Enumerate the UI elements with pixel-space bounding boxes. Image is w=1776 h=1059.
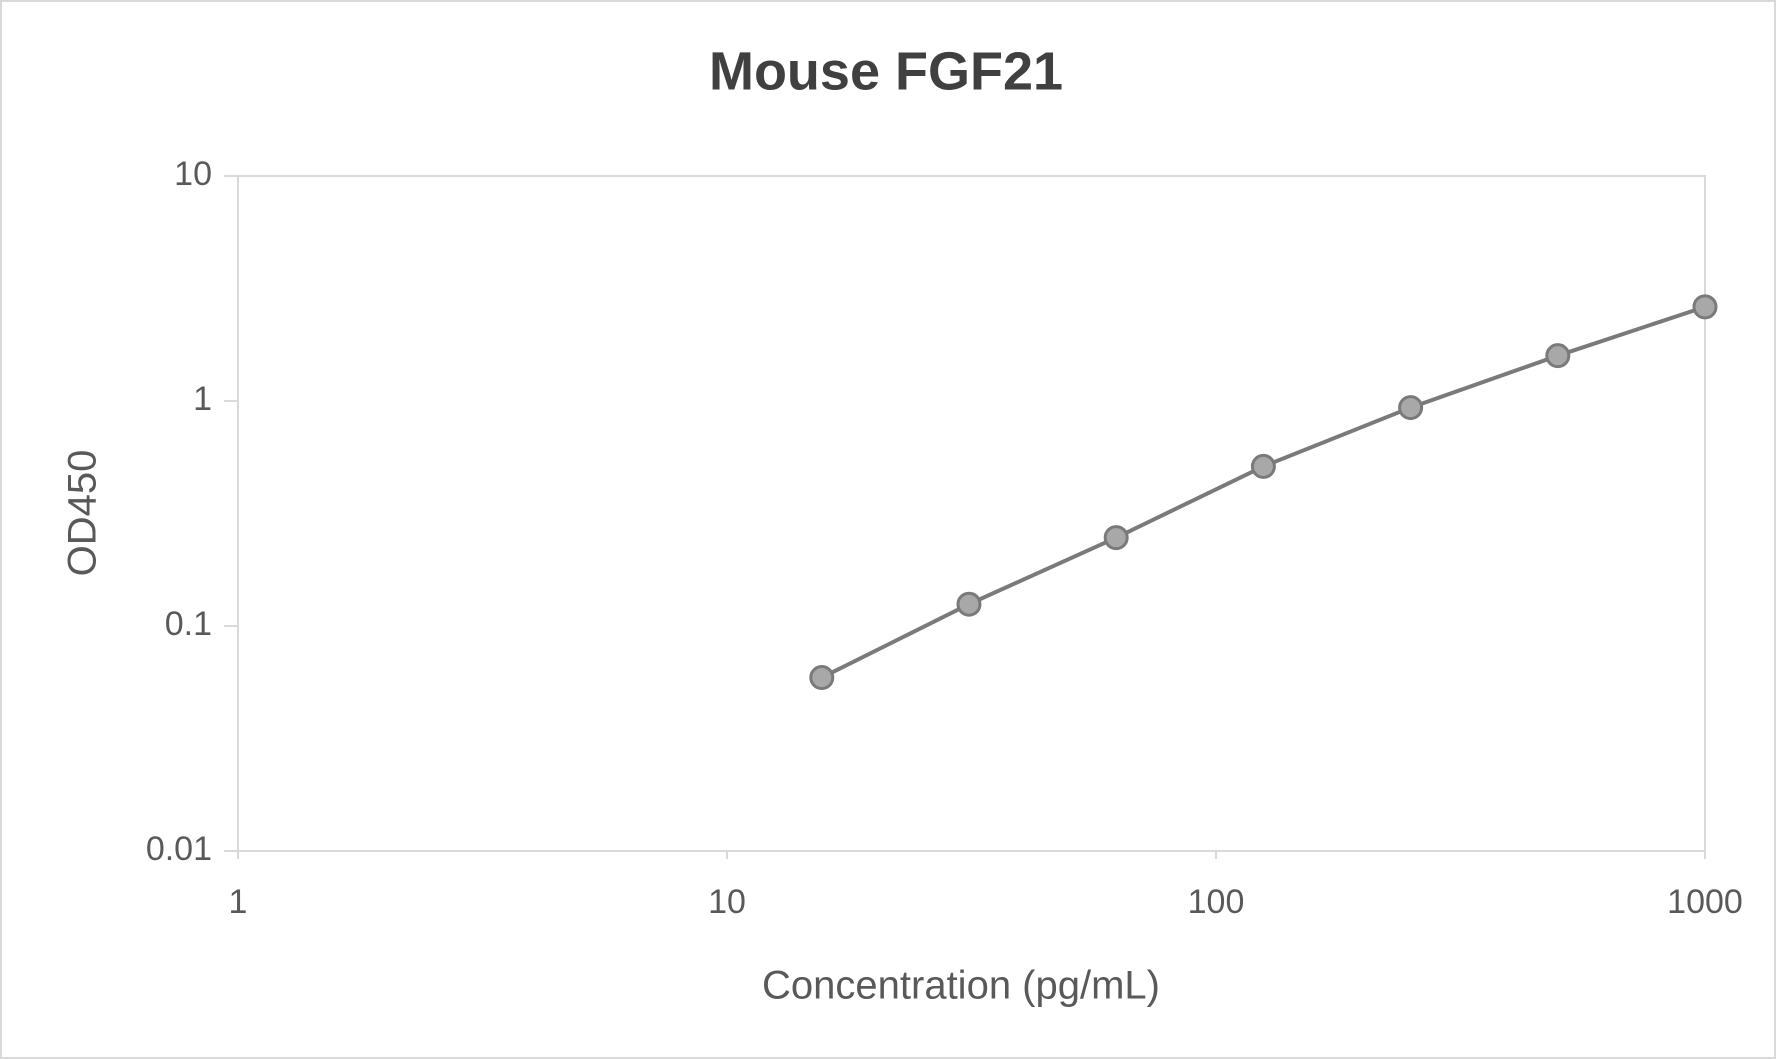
y-tick-label: 10 [174,155,212,193]
plot-frame [237,175,1706,852]
y-tick-label: 1 [193,380,212,418]
x-tick-label: 100 [1188,883,1245,921]
data-point [809,665,835,691]
y-tick-label: 0.1 [165,605,212,643]
data-point [1250,453,1276,479]
x-axis-label: Concentration (pg/mL) [762,964,1160,1008]
data-point [1545,343,1571,369]
y-axis-label: OD450 [61,450,105,577]
x-tick-label: 1000 [1667,883,1743,921]
chart-title: Mouse FGF21 [709,41,1063,101]
data-point [1103,525,1129,551]
y-tick-label: 0.01 [146,830,212,868]
data-point [956,591,982,617]
data-point [1692,294,1718,320]
data-point [1398,395,1424,421]
x-tick-label: 1 [229,883,248,921]
x-tick-label: 10 [708,883,746,921]
